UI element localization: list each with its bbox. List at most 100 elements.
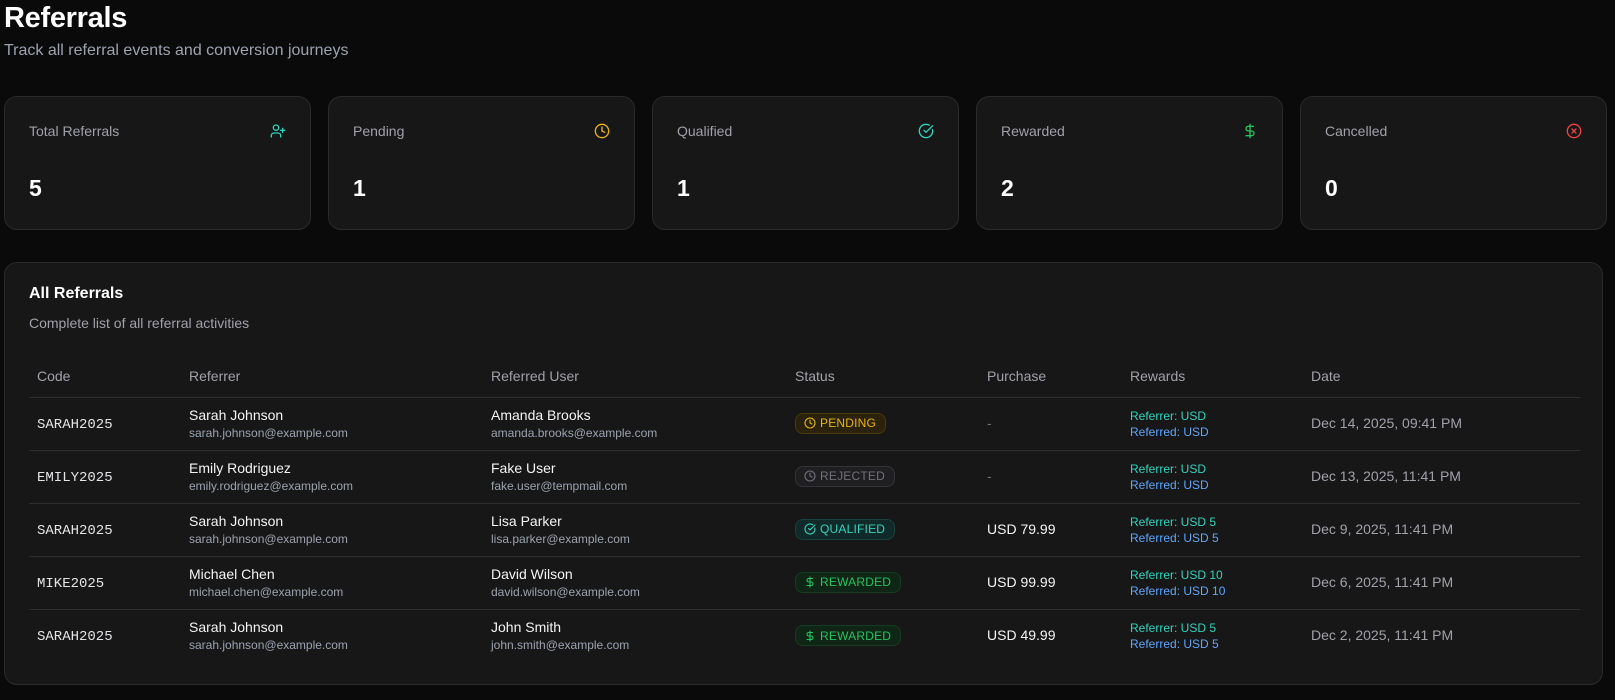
page-title: Referrals xyxy=(4,2,128,34)
column-header-rewards: Rewards xyxy=(1122,355,1303,398)
status-badge: REWARDED xyxy=(795,571,902,593)
stat-card-total-referrals: Total Referrals 5 xyxy=(4,96,311,230)
check-circle-icon xyxy=(804,523,816,535)
reward-referrer: Referrer: USD 5 xyxy=(1130,620,1217,635)
reward-referred: Referred: USD 5 xyxy=(1130,636,1219,651)
reward-referrer: Referrer: USD 10 xyxy=(1130,567,1223,582)
status-label: REWARDED xyxy=(820,628,892,643)
reward-referrer: Referrer: USD 5 xyxy=(1130,514,1217,529)
all-referrals-card: All Referrals Complete list of all refer… xyxy=(4,262,1603,685)
stat-label: Cancelled xyxy=(1325,123,1388,139)
referrer-email: michael.chen@example.com xyxy=(189,584,344,599)
stat-label: Pending xyxy=(353,123,405,139)
referral-date: Dec 2, 2025, 11:41 PM xyxy=(1311,626,1454,643)
status-badge: REJECTED xyxy=(795,465,895,487)
referral-date: Dec 13, 2025, 11:41 PM xyxy=(1311,467,1461,484)
referrer-email: sarah.johnson@example.com xyxy=(189,425,348,440)
column-header-date: Date xyxy=(1303,355,1580,398)
referral-date: Dec 9, 2025, 11:41 PM xyxy=(1311,520,1454,537)
stat-value: 0 xyxy=(1325,175,1338,201)
stat-card-rewarded: Rewarded 2 xyxy=(976,96,1283,230)
referrer-name: Sarah Johnson xyxy=(189,512,284,529)
x-circle-icon xyxy=(1566,123,1582,139)
status-badge: QUALIFIED xyxy=(795,518,896,540)
referred-name: John Smith xyxy=(491,618,562,635)
referrer-name: Sarah Johnson xyxy=(189,618,284,635)
referrals-table: Code Referrer Referred User Status Purch… xyxy=(29,355,1580,662)
reward-referred: Referred: USD xyxy=(1130,477,1209,492)
table-row[interactable]: SARAH2025 Sarah Johnson sarah.johnson@ex… xyxy=(29,609,1580,662)
reward-referred: Referred: USD xyxy=(1130,424,1209,439)
referral-date: Dec 14, 2025, 09:41 PM xyxy=(1311,414,1462,431)
purchase-amount: - xyxy=(987,467,992,484)
reward-referrer: Referrer: USD xyxy=(1130,461,1207,476)
card-title: All Referrals xyxy=(29,285,124,302)
reward-referred: Referred: USD 5 xyxy=(1130,530,1219,545)
referrer-email: sarah.johnson@example.com xyxy=(189,637,348,652)
column-header-referred-user: Referred User xyxy=(483,355,787,398)
table-row[interactable]: MIKE2025 Michael Chen michael.chen@examp… xyxy=(29,556,1580,610)
column-header-status: Status xyxy=(787,355,979,398)
table-header-row: Code Referrer Referred User Status Purch… xyxy=(29,355,1580,398)
referral-code: SARAH2025 xyxy=(37,522,113,539)
stat-label: Qualified xyxy=(677,123,733,139)
dollar-icon xyxy=(806,576,814,588)
table-row[interactable]: SARAH2025 Sarah Johnson sarah.johnson@ex… xyxy=(29,503,1580,557)
status-badge: REWARDED xyxy=(795,625,902,646)
purchase-amount: USD 79.99 xyxy=(987,520,1056,537)
status-label: REWARDED xyxy=(820,575,892,590)
user-plus-icon xyxy=(270,123,286,139)
purchase-amount: USD 49.99 xyxy=(987,626,1056,643)
referral-date: Dec 6, 2025, 11:41 PM xyxy=(1311,573,1454,590)
dollar-icon xyxy=(1242,123,1258,139)
stats-row: Total Referrals 5 Pending 1 Qualified xyxy=(4,96,1607,230)
stat-card-pending: Pending 1 xyxy=(328,96,635,230)
column-header-referrer: Referrer xyxy=(181,355,483,398)
referrer-name: Sarah Johnson xyxy=(189,406,284,423)
referred-name: David Wilson xyxy=(491,565,573,582)
status-label: QUALIFIED xyxy=(820,522,886,537)
dollar-icon xyxy=(806,629,814,642)
status-badge: PENDING xyxy=(795,412,887,434)
referral-code: SARAH2025 xyxy=(37,416,113,433)
stat-value: 5 xyxy=(29,175,42,201)
referrer-name: Emily Rodriguez xyxy=(189,459,291,476)
referral-code: SARAH2025 xyxy=(37,628,113,645)
clock-icon xyxy=(804,417,816,429)
clock-icon xyxy=(594,123,610,139)
referred-email: lisa.parker@example.com xyxy=(491,531,630,546)
reward-referrer: Referrer: USD xyxy=(1130,408,1207,423)
clock-icon xyxy=(804,470,816,482)
stat-value: 1 xyxy=(353,175,366,201)
referred-name: Amanda Brooks xyxy=(491,406,591,423)
referred-email: david.wilson@example.com xyxy=(491,584,640,599)
check-circle-icon xyxy=(918,123,934,139)
referred-email: fake.user@tempmail.com xyxy=(491,478,628,493)
referral-code: MIKE2025 xyxy=(37,575,105,592)
stat-value: 2 xyxy=(1001,175,1014,201)
stat-label: Total Referrals xyxy=(29,123,120,139)
referrer-email: emily.rodriguez@example.com xyxy=(189,478,354,493)
referred-name: Fake User xyxy=(491,459,556,476)
status-label: PENDING xyxy=(820,416,877,431)
referred-email: amanda.brooks@example.com xyxy=(491,425,658,440)
stat-value: 1 xyxy=(677,175,690,201)
referred-email: john.smith@example.com xyxy=(491,637,630,652)
referrer-email: sarah.johnson@example.com xyxy=(189,531,348,546)
column-header-code: Code xyxy=(29,355,181,398)
stat-label: Rewarded xyxy=(1001,123,1065,139)
status-label: REJECTED xyxy=(820,469,885,484)
stat-card-cancelled: Cancelled 0 xyxy=(1300,96,1607,230)
reward-referred: Referred: USD 10 xyxy=(1130,583,1226,598)
referral-code: EMILY2025 xyxy=(37,469,113,486)
purchase-amount: USD 99.99 xyxy=(987,573,1056,590)
referred-name: Lisa Parker xyxy=(491,512,562,529)
card-subtitle: Complete list of all referral activities xyxy=(29,315,250,331)
purchase-amount: - xyxy=(987,414,992,431)
referrer-name: Michael Chen xyxy=(189,565,275,582)
table-row[interactable]: SARAH2025 Sarah Johnson sarah.johnson@ex… xyxy=(29,397,1580,451)
column-header-purchase: Purchase xyxy=(979,355,1122,398)
table-row[interactable]: EMILY2025 Emily Rodriguez emily.rodrigue… xyxy=(29,450,1580,504)
stat-card-qualified: Qualified 1 xyxy=(652,96,959,230)
